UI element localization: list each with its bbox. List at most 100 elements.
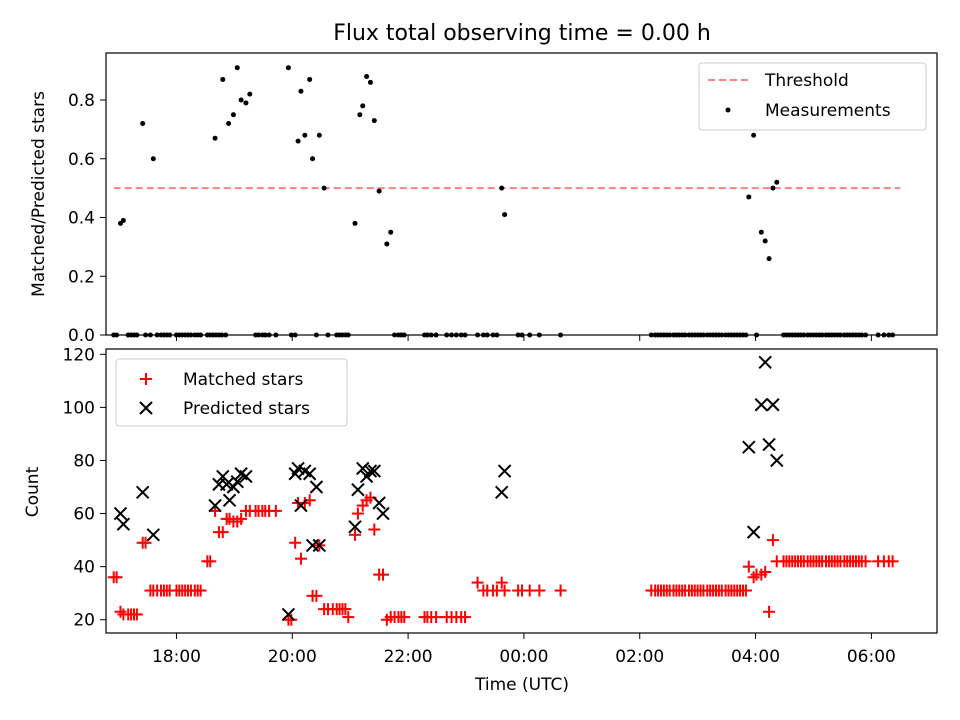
predicted-star-d2 [376,506,390,521]
measurement-point [502,212,508,218]
predicted-star-d2 [746,525,761,539]
measurement-point [321,185,327,191]
predicted-star-point [348,520,362,534]
measurement-point [220,76,226,82]
top-legend-box [698,62,927,131]
x-axis-label: Time (UTC) [474,675,569,695]
matched-star-point [739,584,752,597]
predicted-star-point [754,398,769,412]
top-x-ticks [175,335,872,341]
matched-star-point [498,584,511,597]
predicted-star-d2 [146,528,160,542]
measurement-point [360,103,366,109]
measurement-point [762,238,768,244]
measurement-point [774,179,780,185]
measurement-point [357,112,363,118]
predicted-star-point [770,453,784,468]
matched-star-point [216,526,229,539]
measurement-point [364,74,370,79]
predicted-legend-handle [139,401,153,415]
top-y-ticks: 0.0 0.2 0.4 0.6 0.8 [68,91,106,346]
predicted-star-point [135,485,150,500]
measurement-point [226,121,232,126]
bottom-plot-marks [107,355,899,626]
measurement-point [247,91,253,97]
measurement-point [499,185,505,191]
top-y-tick-label: 0.8 [68,91,95,111]
measurement-point [770,185,776,191]
predicted-star-d2 [497,464,512,478]
top-axes-frame [105,52,938,336]
matched-legend-label: Matched stars [183,370,303,390]
top-y-tick-label: 0.0 [68,326,95,346]
bottom-x-ticks: 18:00 20:00 22:00 00:00 02:00 04:00 06:00 [152,633,896,667]
bottom-y-tick-label: 60 [73,505,95,525]
matched-star-point [139,536,152,549]
bottom-x-tick-label: 18:00 [152,647,201,667]
top-legend: Threshold Measurements [698,62,927,131]
matched-star-point [194,584,207,597]
measurement-point [120,217,126,223]
predicted-star-d2 [234,467,248,481]
predicted-star-d2 [230,475,244,489]
predicted-star-point [495,485,509,500]
bottom-y-tick-label: 120 [63,345,95,365]
predicted-star-point [146,528,160,542]
predicted-star-point [497,464,512,478]
predicted-star-d2 [302,467,317,481]
matched-star-point [351,507,364,520]
measurement-point [310,156,316,162]
measurement-point [150,156,156,162]
predicted-star-point [281,607,296,622]
predicted-star-point [312,538,327,553]
predicted-star-point [302,467,317,481]
measurement-point [234,65,240,71]
predicted-star-point [294,498,308,513]
measurement-point [367,79,373,85]
matched-star-point [377,568,389,581]
predicted-star-point [351,482,365,497]
matched-star-point [495,576,508,589]
bottom-legend: Matched stars Predicted stars [115,358,348,427]
measurement-point [243,100,249,106]
predicted-star-d2 [216,469,230,484]
predicted-star-d2 [312,538,327,553]
predicted-star-d2 [762,437,776,452]
predicted-star-d2 [367,464,382,478]
matched-star-point [110,571,123,584]
measurement-point [140,121,146,126]
measurement-point [751,132,757,138]
predicted-star-point [116,517,131,531]
predicted-star-d2 [356,461,370,476]
predicted-star-point [309,480,324,494]
predicted-star-point [216,469,230,484]
predicted-star-point [208,498,222,513]
measurement-point [758,229,764,235]
matched-star-point [269,504,282,517]
predicted-star-point [356,461,370,476]
predicted-star-d2 [135,485,150,500]
predicted-star-d2 [219,477,234,492]
matched-star-point [349,528,362,541]
matched-legend-handle [140,373,152,385]
predicted-star-d2 [208,498,222,513]
measurement-point [238,97,244,103]
measurement-point [212,135,218,141]
bottom-x-tick-label: 06:00 [847,647,896,667]
bottom-x-tick-label: 02:00 [615,647,664,667]
bottom-y-axis-label: Count [23,466,43,517]
top-y-tick-label: 0.6 [68,150,95,170]
matched-star-point [130,608,143,621]
threshold-legend-label: Threshold [764,71,849,91]
predicted-star-d2 [742,440,756,454]
measurement-point [371,118,377,124]
bottom-x-tick-label: 22:00 [384,647,433,667]
matched-star-point [294,552,307,565]
matched-star-point [886,555,899,568]
top-y-tick-label: 0.4 [68,209,95,229]
predicted-star-point [230,475,244,489]
predicted-star-point [113,506,128,521]
predicted-star-d2 [309,480,324,494]
bottom-legend-box [115,358,348,427]
